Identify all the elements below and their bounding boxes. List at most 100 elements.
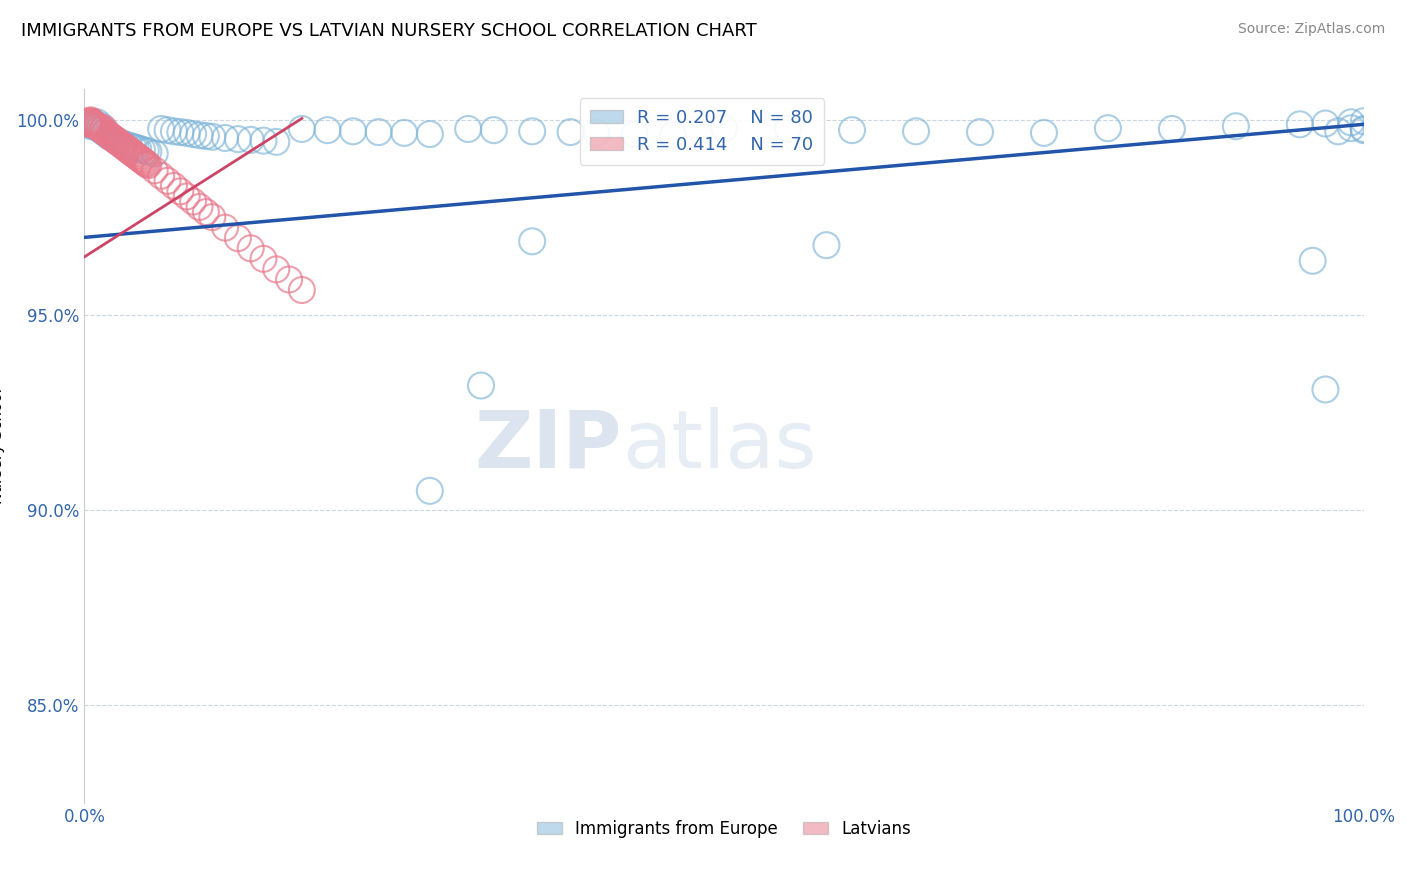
Point (1315, 116, 1337, 130)
Point (93, 124, 115, 138)
Point (201, 210, 224, 224)
Point (150, 169, 173, 183)
Point (188, 200, 211, 214)
Point (98, 128, 121, 143)
Point (128, 151, 150, 165)
Legend: Immigrants from Europe, Latvians: Immigrants from Europe, Latvians (530, 814, 918, 845)
Point (89, 121, 111, 136)
Point (662, 128, 685, 143)
Point (127, 151, 149, 165)
Point (124, 141, 146, 155)
Point (135, 144, 157, 158)
Point (560, 125, 582, 139)
Point (122, 140, 145, 154)
Point (117, 143, 139, 157)
Point (291, 122, 314, 136)
Point (156, 123, 179, 137)
Point (96, 127, 118, 141)
Point (201, 129, 224, 144)
Point (163, 124, 186, 138)
Point (96, 127, 118, 141)
Point (239, 133, 262, 147)
Point (94, 126, 117, 140)
Point (77, 115, 100, 129)
Point (122, 146, 145, 161)
Point (163, 178, 186, 193)
Point (83, 118, 105, 132)
Point (841, 123, 863, 137)
Point (520, 234, 543, 248)
Point (131, 153, 153, 168)
Point (83, 118, 105, 132)
Y-axis label: Nursery School: Nursery School (0, 388, 6, 504)
Point (77, 117, 100, 131)
Point (1225, 120, 1247, 134)
Point (291, 283, 314, 297)
Point (120, 145, 142, 159)
Point (80, 114, 103, 128)
Point (84, 118, 107, 132)
Point (104, 133, 127, 147)
Point (111, 136, 134, 151)
Point (252, 252, 274, 266)
Point (131, 143, 153, 157)
Point (132, 154, 155, 169)
Point (585, 126, 607, 140)
Point (1097, 121, 1119, 136)
Point (94, 124, 117, 138)
Point (118, 138, 141, 153)
Point (122, 147, 145, 161)
Point (226, 231, 249, 245)
Point (342, 124, 364, 138)
Point (264, 135, 288, 149)
Point (104, 133, 127, 147)
Point (91, 123, 114, 137)
Point (103, 132, 125, 146)
Point (713, 121, 735, 136)
Point (97, 128, 120, 143)
Point (93, 121, 115, 136)
Point (1032, 126, 1054, 140)
Point (80, 120, 103, 134)
Point (482, 123, 505, 137)
Point (77, 116, 100, 130)
Point (87, 120, 110, 134)
Point (226, 132, 249, 146)
Point (905, 124, 928, 138)
Point (86, 120, 108, 134)
Point (94, 125, 117, 139)
Point (105, 134, 128, 148)
Point (105, 134, 128, 148)
Point (470, 378, 492, 392)
Point (108, 136, 131, 151)
Point (90, 122, 112, 136)
Point (80, 117, 103, 131)
Point (214, 131, 236, 145)
Point (143, 146, 166, 161)
Point (93, 125, 115, 139)
Point (118, 144, 141, 158)
Point (778, 122, 800, 136)
Point (138, 145, 160, 159)
Point (214, 220, 236, 235)
Point (457, 122, 479, 136)
Point (181, 194, 204, 209)
Point (176, 126, 198, 140)
Point (278, 272, 301, 286)
Point (1353, 114, 1375, 128)
Point (91, 123, 114, 137)
Point (138, 158, 160, 172)
Point (80, 113, 103, 128)
Point (316, 123, 339, 137)
Point (419, 483, 441, 498)
Point (135, 156, 157, 170)
Text: ZIP: ZIP (474, 407, 621, 485)
Point (252, 134, 274, 148)
Point (125, 149, 148, 163)
Point (115, 141, 138, 155)
Point (110, 137, 132, 152)
Point (143, 163, 166, 178)
Point (114, 137, 136, 152)
Point (83, 117, 105, 131)
Point (124, 148, 146, 162)
